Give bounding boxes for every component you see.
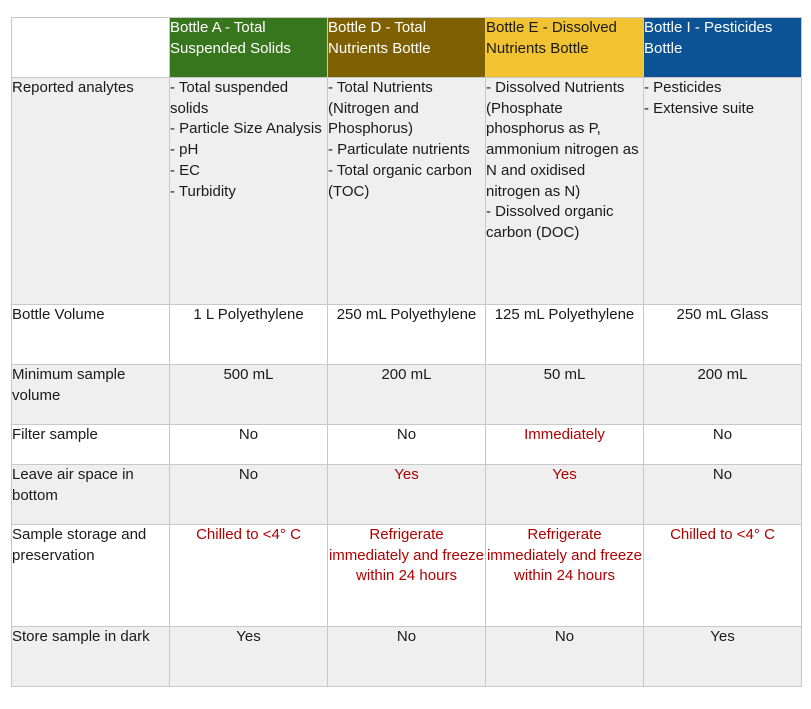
storage-bottle-a: Chilled to <4° C — [169, 524, 328, 627]
analyte-item: - Pesticides — [644, 79, 722, 96]
storage-bottle-e: Refrigerate immediately and freeze withi… — [485, 524, 644, 627]
row-bottle-volume: Bottle Volume 1 L Polyethylene 250 mL Po… — [11, 304, 802, 365]
dark-bottle-i: Yes — [643, 626, 802, 687]
row-label: Store sample in dark — [11, 626, 170, 687]
analyte-item: - Total organic carbon (TOC) — [328, 161, 472, 200]
analyte-item: - Dissolved Nutrients (Phosphate phospho… — [486, 79, 639, 200]
analyte-item: - Extensive suite — [644, 99, 755, 117]
volume-bottle-d: 250 mL Polyethylene — [327, 304, 486, 365]
row-filter-sample: Filter sample No No Immediately No — [11, 424, 802, 465]
header-row: Bottle A - Total Suspended Solids Bottle… — [11, 17, 802, 78]
row-label: Minimum sample volume — [11, 364, 170, 425]
row-label: Bottle Volume — [11, 304, 170, 365]
bottle-requirements-table: Bottle A - Total Suspended Solids Bottle… — [11, 17, 802, 687]
analyte-item: - Dissolved organic carbon (DOC) — [486, 203, 614, 241]
air-space-bottle-i: No — [643, 464, 802, 525]
air-space-bottle-e: Yes — [485, 464, 644, 525]
header-bottle-e: Bottle E - Dissolved Nutrients Bottle — [485, 17, 644, 78]
analyte-item: - Total Nutrients (Nitrogen and Phosphor… — [328, 79, 433, 138]
analyte-item: - Turbidity — [170, 182, 236, 200]
dark-bottle-d: No — [327, 626, 486, 687]
min-volume-bottle-a: 500 mL — [169, 364, 328, 425]
dark-bottle-a: Yes — [169, 626, 328, 687]
storage-bottle-i: Chilled to <4° C — [643, 524, 802, 627]
air-space-bottle-d: Yes — [327, 464, 486, 525]
row-minimum-sample-volume: Minimum sample volume 500 mL 200 mL 50 m… — [11, 364, 802, 425]
volume-bottle-i: 250 mL Glass — [643, 304, 802, 365]
row-label: Sample storage and preservation — [11, 524, 170, 627]
header-bottle-d: Bottle D - Total Nutrients Bottle — [327, 17, 486, 78]
row-store-in-dark: Store sample in dark Yes No No Yes — [11, 626, 802, 687]
filter-bottle-a: No — [169, 424, 328, 465]
header-bottle-a: Bottle A - Total Suspended Solids — [169, 17, 328, 78]
analyte-item: - EC — [170, 161, 200, 179]
min-volume-bottle-i: 200 mL — [643, 364, 802, 425]
row-sample-storage: Sample storage and preservation Chilled … — [11, 524, 802, 627]
header-bottle-i: Bottle I - Pesticides Bottle — [643, 17, 802, 78]
min-volume-bottle-d: 200 mL — [327, 364, 486, 425]
storage-bottle-d: Refrigerate immediately and freeze withi… — [327, 524, 486, 627]
row-label: Reported analytes — [11, 77, 170, 305]
analytes-bottle-i: - Pesticides - Extensive suite — [643, 77, 802, 305]
analytes-bottle-d: - Total Nutrients (Nitrogen and Phosphor… — [327, 77, 486, 305]
analyte-item: - Particulate nutrients — [328, 141, 470, 159]
filter-bottle-e: Immediately — [485, 424, 644, 465]
analyte-item: - pH — [170, 141, 199, 159]
filter-bottle-i: No — [643, 424, 802, 465]
analyte-item: - Particle Size Analysis — [170, 120, 322, 138]
filter-bottle-d: No — [327, 424, 486, 465]
row-label: Leave air space in bottom — [11, 464, 170, 525]
row-label: Filter sample — [11, 424, 170, 465]
row-reported-analytes: Reported analytes - Total suspended soli… — [11, 77, 802, 305]
volume-bottle-a: 1 L Polyethylene — [169, 304, 328, 365]
air-space-bottle-a: No — [169, 464, 328, 525]
volume-bottle-e: 125 mL Polyethylene — [485, 304, 644, 365]
dark-bottle-e: No — [485, 626, 644, 687]
analytes-bottle-e: - Dissolved Nutrients (Phosphate phospho… — [485, 77, 644, 305]
analytes-bottle-a: - Total suspended solids - Particle Size… — [169, 77, 328, 305]
min-volume-bottle-e: 50 mL — [485, 364, 644, 425]
row-leave-air-space: Leave air space in bottom No Yes Yes No — [11, 464, 802, 525]
analyte-item: - Total suspended solids — [170, 79, 289, 117]
header-corner-cell — [11, 17, 170, 78]
